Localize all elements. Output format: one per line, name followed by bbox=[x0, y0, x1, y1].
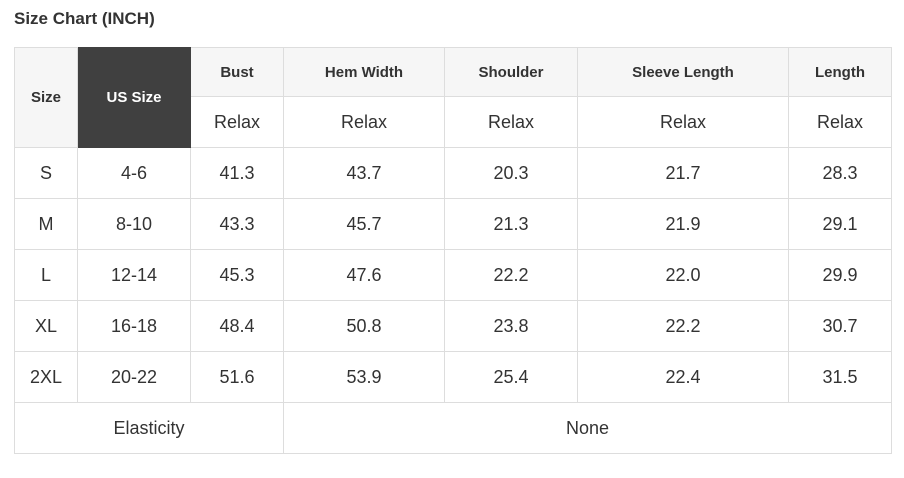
length-cell: 29.9 bbox=[788, 249, 892, 301]
length-cell: 28.3 bbox=[788, 147, 892, 199]
hem-width-cell: 47.6 bbox=[283, 249, 445, 301]
size-chart-table: Size US Size Bust Hem Width Shoulder Sle… bbox=[14, 47, 892, 454]
us-size-cell: 20-22 bbox=[77, 351, 191, 403]
us-size-cell: 16-18 bbox=[77, 300, 191, 352]
hem-width-cell: 45.7 bbox=[283, 198, 445, 250]
elasticity-row: Elasticity None bbox=[14, 402, 892, 454]
shoulder-cell: 25.4 bbox=[444, 351, 578, 403]
shoulder-cell: 21.3 bbox=[444, 198, 578, 250]
shoulder-cell: 20.3 bbox=[444, 147, 578, 199]
bust-cell: 41.3 bbox=[190, 147, 284, 199]
fit-cell-bust: Relax bbox=[190, 96, 284, 148]
us-size-cell: 4-6 bbox=[77, 147, 191, 199]
elasticity-label-cell: Elasticity bbox=[14, 402, 284, 454]
shoulder-cell: 22.2 bbox=[444, 249, 578, 301]
column-header-sleeve-length: Sleeve Length bbox=[577, 47, 789, 97]
fit-cell-length: Relax bbox=[788, 96, 892, 148]
size-chart-section: Size Chart (INCH) Size US Size Bust Hem … bbox=[14, 9, 892, 454]
table-row-2xl: 2XL 20-22 51.6 53.9 25.4 22.4 31.5 bbox=[14, 351, 892, 403]
bust-cell: 48.4 bbox=[190, 300, 284, 352]
table-row-s: S 4-6 41.3 43.7 20.3 21.7 28.3 bbox=[14, 147, 892, 199]
size-cell: L bbox=[14, 249, 78, 301]
column-header-length: Length bbox=[788, 47, 892, 97]
sleeve-length-cell: 22.2 bbox=[577, 300, 789, 352]
table-row-xl: XL 16-18 48.4 50.8 23.8 22.2 30.7 bbox=[14, 300, 892, 352]
us-size-cell: 8-10 bbox=[77, 198, 191, 250]
size-cell: S bbox=[14, 147, 78, 199]
column-header-hem-width: Hem Width bbox=[283, 47, 445, 97]
sleeve-length-cell: 22.4 bbox=[577, 351, 789, 403]
fit-row: Relax Relax Relax Relax Relax bbox=[15, 96, 892, 148]
table-row-m: M 8-10 43.3 45.7 21.3 21.9 29.1 bbox=[14, 198, 892, 250]
size-cell: XL bbox=[14, 300, 78, 352]
length-cell: 29.1 bbox=[788, 198, 892, 250]
bust-cell: 43.3 bbox=[190, 198, 284, 250]
page-title: Size Chart (INCH) bbox=[14, 9, 155, 28]
bust-cell: 51.6 bbox=[190, 351, 284, 403]
bust-cell: 45.3 bbox=[190, 249, 284, 301]
length-cell: 30.7 bbox=[788, 300, 892, 352]
fit-cell-hem-width: Relax bbox=[283, 96, 445, 148]
column-header-bust: Bust bbox=[190, 47, 284, 97]
size-cell: M bbox=[14, 198, 78, 250]
table-row-l: L 12-14 45.3 47.6 22.2 22.0 29.9 bbox=[14, 249, 892, 301]
hem-width-cell: 53.9 bbox=[283, 351, 445, 403]
size-cell: 2XL bbox=[14, 351, 78, 403]
hem-width-cell: 50.8 bbox=[283, 300, 445, 352]
column-header-shoulder: Shoulder bbox=[444, 47, 578, 97]
us-size-cell: 12-14 bbox=[77, 249, 191, 301]
sleeve-length-cell: 21.7 bbox=[577, 147, 789, 199]
shoulder-cell: 23.8 bbox=[444, 300, 578, 352]
header-row: Size US Size Bust Hem Width Shoulder Sle… bbox=[14, 47, 892, 148]
hem-width-cell: 43.7 bbox=[283, 147, 445, 199]
length-cell: 31.5 bbox=[788, 351, 892, 403]
elasticity-value-cell: None bbox=[283, 402, 892, 454]
fit-cell-shoulder: Relax bbox=[444, 96, 578, 148]
column-header-us-size: US Size bbox=[77, 47, 191, 148]
sleeve-length-cell: 22.0 bbox=[577, 249, 789, 301]
column-header-size: Size bbox=[14, 47, 78, 148]
sleeve-length-cell: 21.9 bbox=[577, 198, 789, 250]
fit-cell-sleeve-length: Relax bbox=[577, 96, 789, 148]
